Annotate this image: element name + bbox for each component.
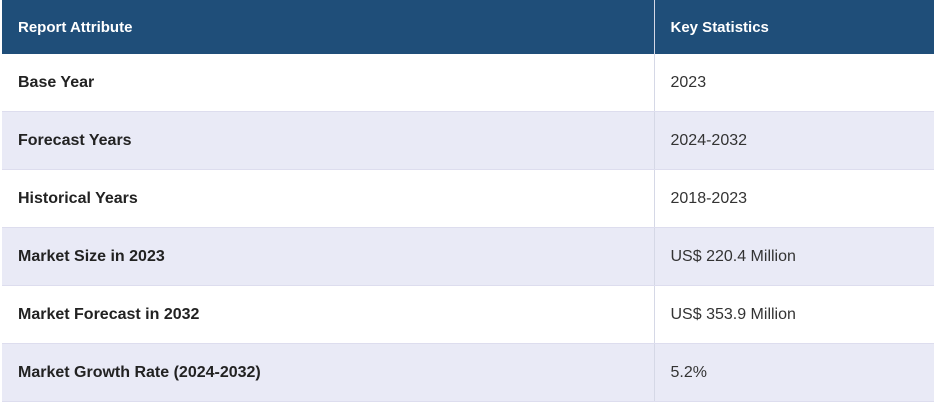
attribute-cell: Historical Years [2, 169, 654, 228]
value-cell: 2024-2032 [653, 111, 934, 170]
table-row: Market Size in 2023 US$ 220.4 Million [2, 227, 934, 286]
value-cell: US$ 220.4 Million [653, 227, 934, 286]
value-cell: 5.2% [653, 343, 934, 402]
table-row: Market Growth Rate (2024-2032) 5.2% [2, 343, 934, 402]
header-cell: Report Attribute [2, 0, 654, 54]
header-row: Report Attribute Key Statistics [2, 0, 934, 54]
table-row: Historical Years 2018-2023 [2, 169, 934, 228]
attribute-cell: Base Year [2, 54, 654, 112]
attribute-cell: Market Growth Rate (2024-2032) [2, 343, 654, 402]
table-row: Market Forecast in 2032 US$ 353.9 Million [2, 285, 934, 344]
table-body: Base Year 2023 Forecast Years 2024-2032 Hist… [2, 54, 934, 402]
value-cell: 2018-2023 [653, 169, 934, 228]
table-row: Base Year 2023 [2, 54, 934, 112]
value-cell: 2023 [653, 54, 934, 112]
table-row: Forecast Years 2024-2032 [2, 111, 934, 170]
attribute-cell: Market Size in 2023 [2, 227, 654, 286]
attribute-cell: Market Forecast in 2032 [2, 285, 654, 344]
attribute-cell: Forecast Years [2, 111, 654, 170]
value-cell: US$ 353.9 Million [653, 285, 934, 344]
header-cell: Key Statistics [653, 0, 934, 54]
